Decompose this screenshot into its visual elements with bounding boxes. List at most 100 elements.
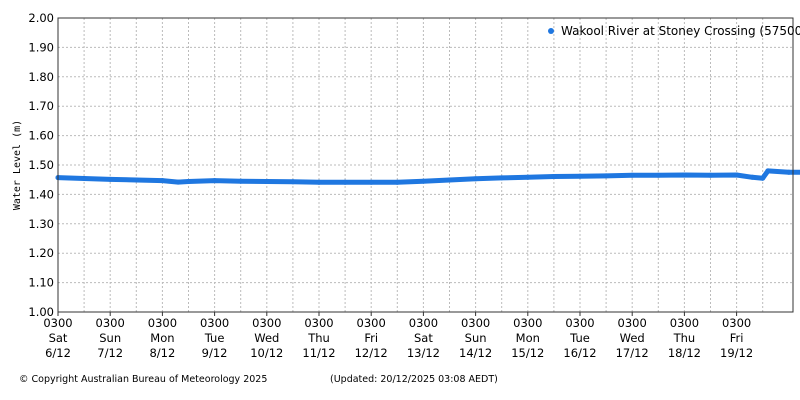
- x-tick-date: 17/12: [616, 346, 649, 360]
- data-point: [420, 178, 426, 184]
- plot-frame: [57, 17, 794, 313]
- data-point: [734, 172, 740, 178]
- data-point: [368, 179, 374, 185]
- data-point: [159, 178, 165, 184]
- series-layer: [55, 168, 800, 185]
- x-tick-date: 6/12: [45, 346, 71, 360]
- x-tick-time: 0300: [722, 316, 751, 330]
- y-tick-label: 1.30: [28, 217, 54, 231]
- data-point: [603, 173, 609, 179]
- data-point: [186, 179, 191, 184]
- x-tick-date: 14/12: [459, 346, 492, 360]
- x-tick-time: 0300: [43, 316, 72, 330]
- data-point: [765, 168, 771, 174]
- x-tick-date: 10/12: [250, 346, 283, 360]
- y-tick-label: 1.70: [28, 99, 54, 113]
- data-point: [264, 179, 270, 184]
- x-tick-time: 0300: [148, 316, 177, 330]
- data-point: [708, 172, 713, 178]
- x-tick-day: Tue: [204, 331, 225, 345]
- x-tick-time: 0300: [200, 316, 229, 330]
- x-tick-day: Wed: [254, 331, 279, 345]
- x-tick-day: Mon: [150, 331, 174, 345]
- y-tick-label: 1.00: [28, 305, 54, 319]
- y-tick-label: 1.50: [28, 158, 54, 172]
- y-tick-label: 1.40: [28, 187, 54, 201]
- x-tick-time: 0300: [513, 316, 542, 330]
- data-point: [655, 172, 661, 178]
- x-tick-date: 9/12: [202, 346, 228, 360]
- data-point: [786, 169, 792, 175]
- x-tick-day: Thu: [307, 331, 330, 345]
- y-tick-label: 1.80: [28, 70, 54, 84]
- data-point: [473, 176, 479, 182]
- x-tick-date: 15/12: [511, 346, 544, 360]
- x-tick-time: 0300: [670, 316, 699, 330]
- data-point: [107, 176, 113, 182]
- x-tick-time: 0300: [252, 316, 281, 330]
- data-point: [447, 177, 452, 183]
- legend-marker: [548, 28, 554, 34]
- data-point: [133, 177, 139, 183]
- data-point: [175, 179, 181, 185]
- gridlines: [57, 17, 793, 313]
- x-tick-date: 8/12: [149, 346, 175, 360]
- y-axis-label: Water Level (m): [12, 120, 23, 210]
- x-tick-date: 12/12: [355, 346, 388, 360]
- data-point: [238, 178, 244, 184]
- updated-text: (Updated: 20/12/2025 03:08 AEDT): [330, 374, 498, 385]
- x-tick-time: 0300: [96, 316, 125, 330]
- data-point: [629, 172, 635, 178]
- x-axis-ticks: 0300Sat6/120300Sun7/120300Mon8/120300Tue…: [43, 312, 753, 360]
- x-tick-time: 0300: [461, 316, 490, 330]
- data-point: [212, 178, 218, 184]
- x-tick-date: 7/12: [97, 346, 123, 360]
- data-point: [290, 179, 296, 185]
- x-tick-date: 11/12: [302, 346, 335, 360]
- x-tick-day: Wed: [620, 331, 645, 345]
- y-axis-ticks: 1.00 1.10 1.20 1.30 1.40 1.50 1.60 1.70 1.80 1.90…: [28, 11, 54, 319]
- x-tick-date: 16/12: [563, 346, 596, 360]
- x-tick-day: Sun: [99, 331, 121, 345]
- x-tick-day: Sat: [414, 331, 433, 345]
- x-tick-time: 0300: [565, 316, 594, 330]
- data-point: [681, 172, 687, 178]
- x-tick-time: 0300: [357, 316, 386, 330]
- y-tick-label: 1.60: [28, 129, 54, 143]
- legend: Wakool River at Stoney Crossing (575002): [548, 24, 800, 38]
- x-tick-date: 18/12: [668, 346, 701, 360]
- x-tick-date: 19/12: [720, 346, 753, 360]
- x-tick-day: Tue: [569, 331, 590, 345]
- data-point: [394, 179, 400, 185]
- data-point: [316, 179, 322, 185]
- y-tick-label: 1.20: [28, 246, 54, 260]
- x-tick-day: Thu: [673, 331, 696, 345]
- legend-label: Wakool River at Stoney Crossing (575002): [561, 24, 800, 38]
- data-point: [760, 175, 766, 181]
- x-tick-day: Sun: [465, 331, 487, 345]
- data-point: [499, 175, 505, 181]
- x-tick-day: Fri: [730, 331, 744, 345]
- y-tick-label: 2.00: [28, 11, 54, 25]
- x-tick-day: Fri: [364, 331, 378, 345]
- data-point: [81, 176, 87, 181]
- x-tick-time: 0300: [618, 316, 647, 330]
- data-point: [525, 174, 531, 180]
- x-tick-day: Sat: [49, 331, 68, 345]
- x-tick-time: 0300: [304, 316, 333, 330]
- y-tick-label: 1.90: [28, 40, 54, 54]
